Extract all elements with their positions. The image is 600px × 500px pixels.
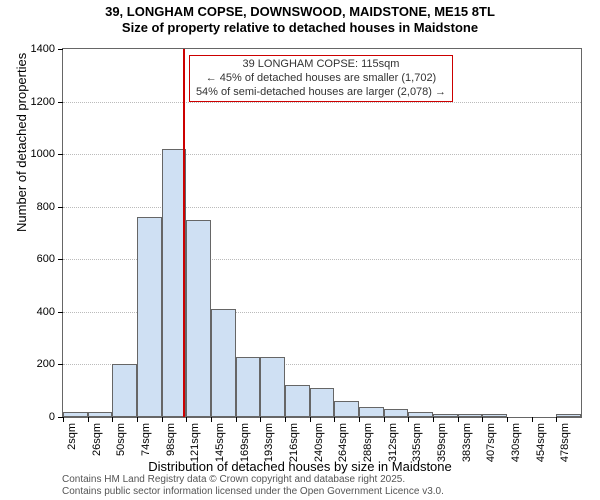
x-tick: [408, 417, 409, 422]
x-tick-label: 335sqm: [411, 423, 423, 462]
histogram-bar: [88, 412, 113, 417]
y-tick: [58, 102, 63, 103]
y-tick-label: 200: [37, 358, 55, 370]
gridline: [63, 207, 581, 208]
x-tick-label: 74sqm: [140, 423, 152, 456]
y-tick-label: 800: [37, 201, 55, 213]
y-tick-label: 1000: [31, 148, 55, 160]
x-tick-label: 312sqm: [387, 423, 399, 462]
histogram-bar: [556, 414, 581, 417]
x-tick-label: 359sqm: [436, 423, 448, 462]
x-tick: [285, 417, 286, 422]
y-tick-label: 1200: [31, 96, 55, 108]
histogram-bar: [384, 409, 409, 417]
x-tick-label: 478sqm: [559, 423, 571, 462]
x-tick-label: 169sqm: [239, 423, 251, 462]
plot-container: 02004006008001000120014002sqm26sqm50sqm7…: [62, 48, 582, 418]
histogram-bar: [137, 217, 162, 417]
credit-block: Contains HM Land Registry data © Crown c…: [62, 474, 444, 498]
x-tick-label: 26sqm: [91, 423, 103, 456]
histogram-bar: [458, 414, 483, 417]
y-tick: [58, 364, 63, 365]
y-tick-label: 400: [37, 306, 55, 318]
x-tick: [63, 417, 64, 422]
histogram-bar: [211, 309, 236, 417]
histogram-bar: [186, 220, 211, 417]
x-tick-label: 2sqm: [66, 423, 78, 450]
x-tick-label: 430sqm: [510, 423, 522, 462]
credit-line-1: Contains HM Land Registry data © Crown c…: [62, 474, 444, 486]
x-tick: [186, 417, 187, 422]
x-tick: [211, 417, 212, 422]
x-axis-label: Distribution of detached houses by size …: [0, 459, 600, 474]
annotation-line1: 39 LONGHAM COPSE: 115sqm: [196, 58, 446, 72]
x-tick-label: 193sqm: [263, 423, 275, 462]
x-tick-label: 454sqm: [535, 423, 547, 462]
plot-area: 02004006008001000120014002sqm26sqm50sqm7…: [62, 48, 582, 418]
histogram-bar: [260, 357, 285, 417]
histogram-bar: [433, 414, 458, 417]
y-tick: [58, 312, 63, 313]
y-tick-label: 1400: [31, 43, 55, 55]
x-tick: [359, 417, 360, 422]
x-tick: [556, 417, 557, 422]
annotation-line2: ← 45% of detached houses are smaller (1,…: [196, 72, 446, 86]
y-tick-label: 600: [37, 253, 55, 265]
y-axis-label: Number of detached properties: [14, 53, 29, 232]
credit-line-2: Contains public sector information licen…: [62, 486, 444, 498]
y-tick: [58, 207, 63, 208]
x-tick: [137, 417, 138, 422]
x-tick: [458, 417, 459, 422]
chart-title: 39, LONGHAM COPSE, DOWNSWOOD, MAIDSTONE,…: [0, 0, 600, 37]
x-tick: [384, 417, 385, 422]
x-tick: [482, 417, 483, 422]
x-tick: [507, 417, 508, 422]
histogram-bar: [334, 401, 359, 417]
x-tick-label: 98sqm: [165, 423, 177, 456]
gridline: [63, 154, 581, 155]
histogram-bar: [236, 357, 261, 417]
x-tick-label: 264sqm: [337, 423, 349, 462]
histogram-bar: [359, 407, 384, 418]
x-tick: [112, 417, 113, 422]
marker-line: [183, 49, 185, 417]
histogram-bar: [285, 385, 310, 417]
y-tick-label: 0: [49, 411, 55, 423]
x-tick: [88, 417, 89, 422]
x-tick-label: 383sqm: [461, 423, 473, 462]
x-tick-label: 50sqm: [115, 423, 127, 456]
title-line-2: Size of property relative to detached ho…: [0, 20, 600, 36]
histogram-bar: [408, 412, 433, 417]
x-tick: [532, 417, 533, 422]
x-tick: [334, 417, 335, 422]
x-tick-label: 216sqm: [288, 423, 300, 462]
y-tick: [58, 259, 63, 260]
histogram-bar: [310, 388, 335, 417]
histogram-bar: [482, 414, 507, 417]
x-tick: [236, 417, 237, 422]
x-tick-label: 407sqm: [485, 423, 497, 462]
histogram-bar: [63, 412, 88, 417]
x-tick: [162, 417, 163, 422]
x-tick-label: 145sqm: [214, 423, 226, 462]
x-tick-label: 121sqm: [189, 423, 201, 462]
x-tick: [433, 417, 434, 422]
x-tick-label: 240sqm: [313, 423, 325, 462]
y-tick: [58, 154, 63, 155]
histogram-bar: [112, 364, 137, 417]
x-tick-label: 288sqm: [362, 423, 374, 462]
title-line-1: 39, LONGHAM COPSE, DOWNSWOOD, MAIDSTONE,…: [0, 4, 600, 20]
annotation-line3: 54% of semi-detached houses are larger (…: [196, 86, 446, 100]
annotation-box: 39 LONGHAM COPSE: 115sqm← 45% of detache…: [189, 55, 453, 102]
x-tick: [310, 417, 311, 422]
x-tick: [260, 417, 261, 422]
y-tick: [58, 49, 63, 50]
